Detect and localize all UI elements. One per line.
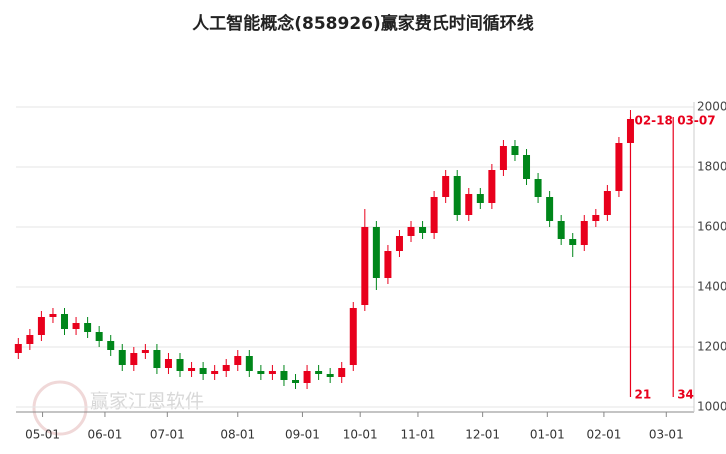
y-tick-label: 1600 [697,220,726,234]
candle-body [199,368,207,374]
candle-body [384,251,392,278]
candle-body [465,194,473,215]
candle-body [153,350,161,368]
x-tick-label: 06-01 [87,428,122,442]
y-tick-label: 1800 [697,160,726,174]
chart-title: 人工智能概念(858926)赢家费氏时间循环线 [192,13,534,34]
x-tick-label: 01-01 [530,428,565,442]
x-tick-label: 11-01 [401,428,436,442]
candle-body [130,353,138,365]
candle-body [499,146,507,170]
candle-body [338,368,346,377]
candle-body [95,332,103,341]
candle-body [222,365,230,371]
candle-body [407,227,415,236]
candle-body [569,239,577,245]
candle-body [303,371,311,383]
y-tick-label: 2000 [697,100,726,114]
candle-body [615,143,623,191]
candle-body [118,350,126,365]
candle-body [453,176,461,215]
candle-body [84,323,92,332]
watermark-logo [32,380,88,436]
candle-body [49,314,57,317]
candle-body [557,221,565,239]
candle-body [61,314,69,329]
cycle-count: 34 [677,388,694,402]
candle-body [523,155,531,179]
candle-body [430,197,438,233]
candle-body [372,227,380,278]
candle-body [245,356,253,371]
candle-body [268,371,276,374]
x-tick-label: 07-01 [150,428,185,442]
candle-body [164,359,172,368]
candle-body [72,323,80,329]
watermark: 赢家江恩软件 [90,391,204,413]
candle-body [37,317,45,335]
candle-body [315,371,323,374]
x-tick-label: 03-01 [649,428,684,442]
candle-body [592,215,600,221]
candle-body [603,191,611,215]
candle-body [349,308,357,365]
candle-body [534,179,542,197]
candle-body [292,380,300,383]
candle-body [395,236,403,251]
candle-body [488,170,496,203]
cycle-date: 02-18 [634,114,672,128]
x-tick-label: 08-01 [220,428,255,442]
candle-body [442,176,450,197]
y-tick-label: 1200 [697,340,726,354]
candle-body [546,197,554,221]
candle-body [14,344,22,353]
y-tick-label: 1400 [697,280,726,294]
candle-body [476,194,484,203]
candle-body [326,374,334,377]
candle-body [176,359,184,371]
x-tick-label: 09-01 [285,428,320,442]
candle-body [280,371,288,380]
candle-body [107,341,115,350]
x-tick-label: 12-01 [465,428,500,442]
candle-body [361,227,369,305]
candle-body [141,350,149,353]
cycle-date: 03-07 [677,114,715,128]
y-tick-label: 1000 [697,400,726,414]
candle-body [257,371,265,374]
x-tick-label: 05-01 [25,428,60,442]
x-tick-label: 10-01 [343,428,378,442]
cycle-count: 21 [634,388,651,402]
candle-body [26,335,34,344]
candle-body [419,227,427,233]
candle-body [211,371,219,374]
x-tick-label: 02-01 [586,428,621,442]
candle-body [188,368,196,371]
candle-body [580,221,588,245]
candle-body [234,356,242,365]
candle-body [511,146,519,155]
